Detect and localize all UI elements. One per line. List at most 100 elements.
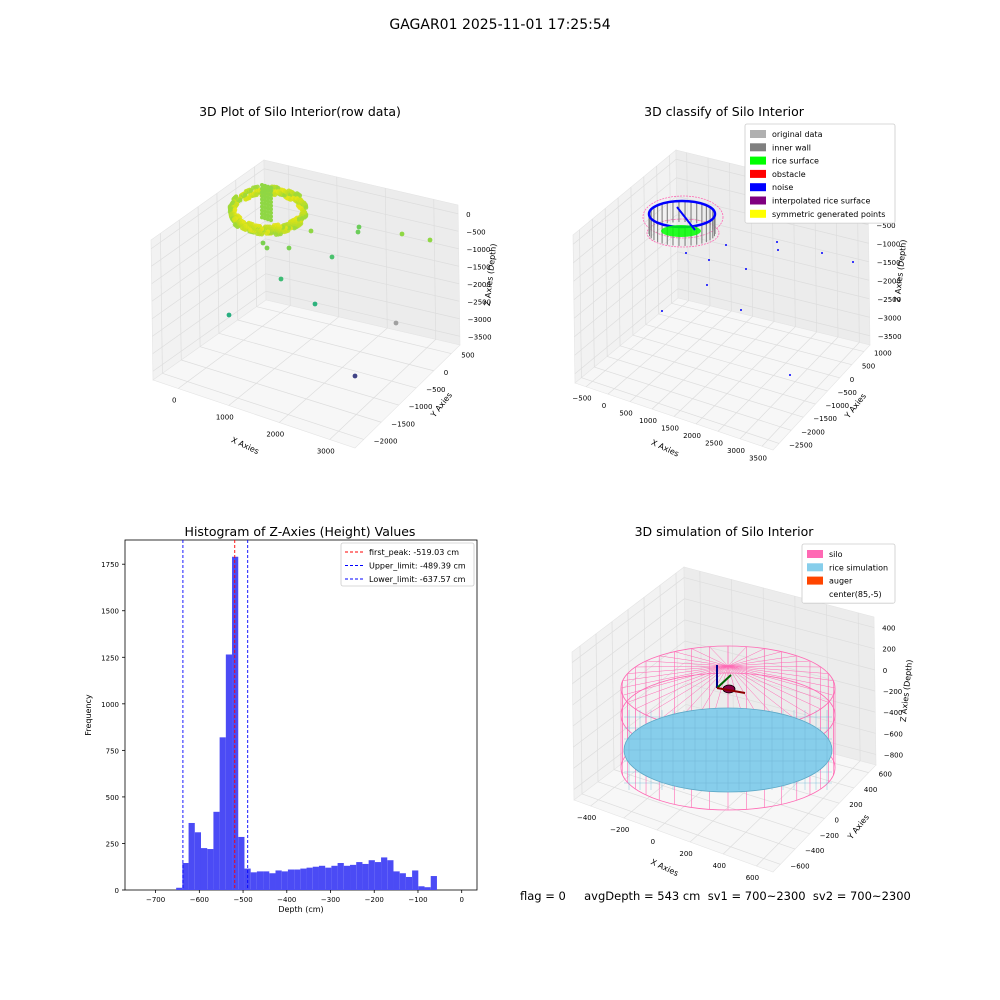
y-tick-label: −2000 bbox=[374, 437, 398, 445]
z-tick-label: 200 bbox=[882, 646, 895, 654]
raw-data-point bbox=[269, 185, 273, 190]
noise-point bbox=[685, 252, 687, 254]
raw-data-point bbox=[297, 193, 303, 198]
x-tick-label: −500 bbox=[572, 395, 591, 403]
legend-label: rice surface bbox=[772, 157, 819, 166]
raw-data-point bbox=[303, 205, 309, 210]
grid-line bbox=[151, 220, 266, 302]
legend-label: auger bbox=[829, 577, 853, 586]
raw-data-point bbox=[254, 192, 259, 198]
z-tick-label: −400 bbox=[883, 709, 902, 717]
grid-line bbox=[619, 345, 816, 405]
silo-roof-wire bbox=[727, 655, 797, 667]
legend-box bbox=[744, 123, 896, 224]
silo-roof-wire bbox=[674, 651, 729, 667]
y-tick-label: 400 bbox=[864, 786, 877, 794]
histogram-bar bbox=[263, 871, 270, 890]
legend-box bbox=[801, 543, 896, 604]
legend-swatch bbox=[750, 183, 766, 192]
grid-line bbox=[573, 177, 677, 264]
histogram-bar bbox=[418, 886, 425, 890]
grid-line bbox=[585, 300, 689, 387]
status-footer: flag = 0 avgDepth = 543 cm sv1 = 700~230… bbox=[520, 889, 911, 903]
raw-data-point bbox=[260, 193, 264, 198]
x-tick-label: 1500 bbox=[661, 425, 679, 433]
grid-line bbox=[684, 577, 875, 628]
grid-line bbox=[591, 219, 595, 368]
raw-data-point bbox=[260, 201, 264, 205]
grid-line bbox=[573, 683, 686, 769]
grid-line bbox=[256, 306, 452, 354]
raw-data-point bbox=[260, 211, 264, 216]
grid-line bbox=[629, 310, 732, 402]
grid-line bbox=[152, 273, 266, 355]
x-tick-label: −200 bbox=[365, 896, 384, 904]
histogram-bar bbox=[424, 887, 431, 890]
grid-line bbox=[181, 359, 382, 423]
raw-data-point bbox=[260, 240, 266, 246]
grid-line bbox=[329, 339, 436, 440]
classify-3d-plot: 3D classify of Silo Interior −500 0 500 1000… bbox=[572, 104, 908, 462]
raw-data-point bbox=[263, 191, 267, 196]
legend-swatch bbox=[750, 156, 766, 165]
z-tick-label: 400 bbox=[882, 625, 895, 633]
raw-data-point bbox=[296, 216, 302, 222]
x-tick-label: −400 bbox=[277, 896, 296, 904]
x-tick-label: −100 bbox=[408, 896, 427, 904]
x-tick-label: −700 bbox=[146, 896, 165, 904]
raw-data-point bbox=[260, 204, 264, 209]
histogram-bar bbox=[294, 869, 301, 890]
histogram-bar bbox=[219, 737, 226, 890]
y-tick-label: −1000 bbox=[409, 403, 433, 411]
x-tick-label: −300 bbox=[321, 896, 340, 904]
grid-line bbox=[265, 290, 460, 337]
legend-swatch bbox=[750, 130, 766, 138]
grid-line bbox=[677, 269, 870, 318]
legend-label: first_peak: -519.03 cm bbox=[369, 548, 459, 557]
x-tick-label: −600 bbox=[190, 896, 209, 904]
grid-line bbox=[645, 324, 840, 379]
legend-label: interpolated rice surface bbox=[772, 197, 870, 206]
noise-point bbox=[708, 259, 710, 261]
x-tick-label: 3500 bbox=[749, 454, 767, 462]
legend-swatch bbox=[807, 550, 823, 558]
x-axis-label: Depth (cm) bbox=[278, 905, 323, 914]
histogram-bar bbox=[213, 811, 220, 890]
histogram-bar bbox=[412, 870, 419, 890]
raw-data-point bbox=[427, 237, 433, 243]
z-tick-label: −1000 bbox=[467, 246, 491, 254]
raw-data-point bbox=[234, 202, 239, 208]
simulation-chart-title: 3D simulation of Silo Interior bbox=[635, 524, 815, 539]
histogram-bar bbox=[356, 862, 363, 890]
grid-line bbox=[265, 255, 460, 302]
histogram-bar bbox=[269, 873, 276, 890]
noise-point bbox=[745, 268, 747, 270]
raw-data-point bbox=[269, 214, 273, 219]
grid-line bbox=[384, 188, 388, 329]
grid-line bbox=[684, 640, 876, 692]
y-tick-label: 250 bbox=[106, 840, 119, 848]
legend-label: silo bbox=[829, 550, 843, 559]
raw-data-point bbox=[269, 189, 273, 194]
raw-data-point bbox=[393, 320, 399, 326]
grid-line bbox=[216, 193, 220, 334]
grid-line bbox=[739, 336, 839, 440]
silo-roof-wire bbox=[727, 648, 765, 667]
raw-data-point bbox=[301, 209, 307, 215]
raw-data-point bbox=[260, 183, 264, 187]
grid-line bbox=[574, 288, 679, 375]
histogram-bar bbox=[176, 887, 183, 890]
raw-data-point bbox=[260, 197, 264, 202]
legend-swatch bbox=[750, 143, 766, 152]
z-tick-label: −800 bbox=[884, 751, 903, 759]
legend-swatch bbox=[807, 563, 823, 572]
raw-data-point bbox=[269, 196, 273, 201]
silo-roof-wire bbox=[727, 665, 797, 721]
grid-line bbox=[574, 269, 678, 356]
y-tick-label: −1500 bbox=[813, 415, 837, 423]
y-tick-label: 0 bbox=[835, 817, 839, 825]
histogram-title: Histogram of Z-Axies (Height) Values bbox=[185, 524, 416, 539]
raw-data-point bbox=[266, 184, 270, 189]
noise-point bbox=[852, 261, 854, 263]
z-tick-label: −2000 bbox=[467, 281, 491, 289]
